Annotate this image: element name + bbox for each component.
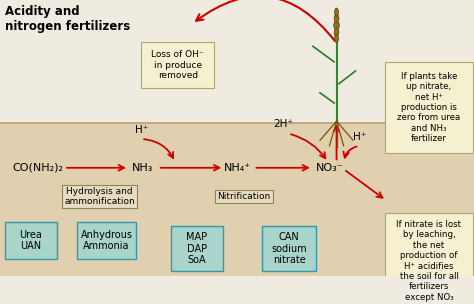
Text: CAN
sodium
nitrate: CAN sodium nitrate (271, 232, 307, 265)
Text: NH₄⁺: NH₄⁺ (223, 163, 251, 173)
Text: NO₃⁻: NO₃⁻ (316, 163, 343, 173)
Ellipse shape (334, 14, 339, 22)
Text: Loss of OH⁻
in produce
removed: Loss of OH⁻ in produce removed (151, 50, 204, 80)
FancyBboxPatch shape (171, 226, 223, 271)
Text: CO(NH₂)₂: CO(NH₂)₂ (12, 163, 64, 173)
Text: If plants take
up nitrate,
net H⁺
production is
zero from urea
and NH₃
fertilize: If plants take up nitrate, net H⁺ produc… (397, 72, 461, 143)
FancyBboxPatch shape (385, 62, 473, 154)
Text: 2H⁺: 2H⁺ (273, 119, 293, 130)
FancyBboxPatch shape (385, 213, 473, 304)
Ellipse shape (334, 21, 339, 29)
Text: Nitrification: Nitrification (218, 192, 271, 201)
Text: Acidity and
nitrogen fertilizers: Acidity and nitrogen fertilizers (5, 5, 130, 33)
FancyBboxPatch shape (77, 222, 136, 259)
Text: MAP
DAP
SoA: MAP DAP SoA (186, 232, 207, 265)
Bar (0, 123, 474, 276)
Ellipse shape (335, 34, 338, 43)
FancyBboxPatch shape (262, 226, 316, 271)
Text: H⁺: H⁺ (353, 132, 366, 142)
FancyBboxPatch shape (5, 222, 57, 259)
Text: If nitrate is lost
by leaching,
the net
production of
H⁺ acidifies
the soil for : If nitrate is lost by leaching, the net … (396, 220, 462, 302)
Bar (0, 2, 474, 123)
Text: Anhydrous
Ammonia: Anhydrous Ammonia (81, 230, 133, 251)
Ellipse shape (334, 28, 339, 36)
FancyBboxPatch shape (141, 43, 214, 88)
Text: Urea
UAN: Urea UAN (19, 230, 42, 251)
Ellipse shape (335, 8, 338, 16)
Text: NH₃: NH₃ (131, 163, 153, 173)
Text: H⁺: H⁺ (135, 125, 148, 135)
Text: Hydrolysis and
ammonification: Hydrolysis and ammonification (64, 187, 135, 206)
